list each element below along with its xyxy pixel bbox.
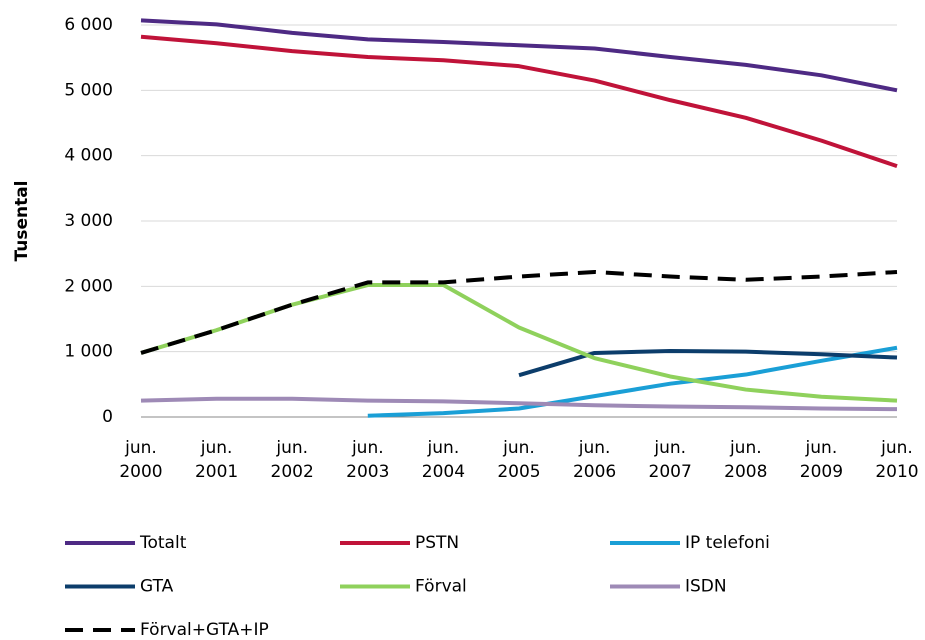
series-line <box>140 34 898 169</box>
y-tick-label: 4 000 <box>64 146 113 166</box>
x-tick-label: jun. 2010 <box>875 438 919 482</box>
y-tick-label: 5 000 <box>64 80 113 100</box>
legend-label: PSTN <box>415 533 459 553</box>
series-line <box>518 349 898 378</box>
x-tick-label: jun. 2000 <box>119 438 163 482</box>
x-tick-label: jun. 2006 <box>572 438 617 482</box>
y-tick-label: 2 000 <box>64 276 113 296</box>
series-line <box>140 283 898 403</box>
legend-label: ISDN <box>685 577 727 597</box>
y-axis-label: Tusental <box>12 180 32 261</box>
y-tick-label: 0 <box>102 407 113 427</box>
x-tick-label: jun. 2004 <box>421 438 466 482</box>
legend-label: Totalt <box>139 533 187 553</box>
series-line <box>140 396 898 412</box>
series-line <box>140 269 898 355</box>
y-tick-label: 6 000 <box>64 15 113 35</box>
legend-label: GTA <box>140 577 174 597</box>
series-line <box>140 18 898 93</box>
x-tick-label: jun. 2009 <box>799 438 844 482</box>
x-tick-label: jun. 2007 <box>648 438 692 482</box>
x-tick-label: jun. 2005 <box>497 438 541 482</box>
x-tick-label: jun. 2002 <box>270 438 314 482</box>
legend-label: IP telefoni <box>685 533 770 553</box>
series-line <box>367 345 898 418</box>
legend-label: Förval+GTA+IP <box>140 620 269 640</box>
legend-label: Förval <box>415 577 467 597</box>
x-tick-label: jun. 2003 <box>346 438 390 482</box>
y-tick-label: 1 000 <box>64 342 113 362</box>
x-tick-label: jun. 2001 <box>194 438 239 482</box>
y-tick-label: 3 000 <box>64 211 113 231</box>
x-tick-label: jun. 2008 <box>724 438 768 482</box>
